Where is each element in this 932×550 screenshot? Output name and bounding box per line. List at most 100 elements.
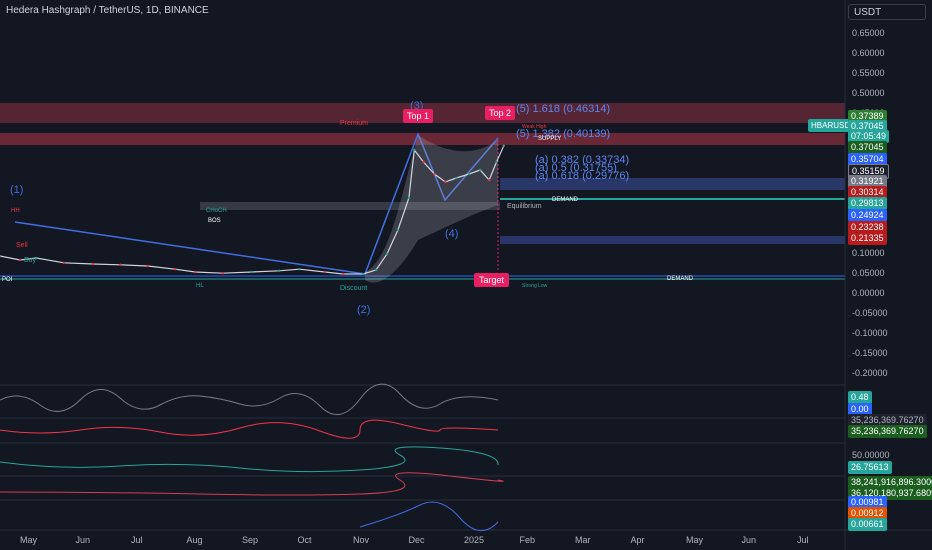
x-tick: Dec (408, 535, 425, 545)
fib-label-05: (a) 0.5 (0.31755) (535, 162, 617, 174)
osc1-value: 0.48 (848, 391, 872, 404)
y-tick: 0.65000 (852, 28, 885, 38)
sell-label: Sell (16, 242, 28, 249)
x-tick: Sep (242, 535, 259, 545)
y-tick: 0.60000 (852, 48, 885, 58)
premium-label: Premium (340, 120, 369, 127)
buy-label: Buy (24, 257, 37, 264)
demand-label: DEMAND (552, 197, 579, 203)
price-tag-fib3: 0.31921 (848, 175, 887, 188)
hl-label: HL (196, 283, 204, 289)
price-tag-close: 0.37045 (848, 141, 887, 154)
y-tick: -0.05000 (852, 308, 888, 318)
price-tag-fib1: 0.35704 (848, 153, 887, 166)
x-tick: Oct (297, 535, 312, 545)
wave-label-4: (4) (445, 228, 459, 240)
price-point (18, 258, 22, 262)
wave-label-2: (2) (357, 304, 371, 316)
x-tick: Jul (131, 535, 143, 545)
price-point (250, 270, 254, 274)
top2-label: Top 2 (485, 106, 516, 120)
elliott-wave-line (14, 131, 499, 275)
osc2-value-b: 35,236,369.76270 (848, 425, 927, 438)
top1-label: Top 1 (403, 109, 434, 123)
price-point (146, 264, 149, 268)
osc3-level: 50.00000 (852, 450, 890, 460)
price-point (119, 263, 122, 266)
x-tick: 2025 (464, 535, 485, 545)
price-point (278, 269, 281, 272)
weak-high-label: Weak High (522, 124, 547, 130)
equilibrium-label: Equilibrium (507, 203, 542, 210)
price-point (413, 148, 416, 152)
price-tag-high: 0.37389 (848, 110, 887, 123)
osc5-value-a: 0.00981 (848, 496, 887, 509)
x-tick: Mar (575, 535, 591, 545)
price-point (467, 172, 471, 176)
choch-label: CHoCH (206, 208, 227, 214)
x-tick: Jun (75, 535, 91, 545)
osc1-zero: 0.00 (848, 403, 872, 416)
symbol-tag: HBARUSDT (808, 119, 859, 132)
oscillator-2 (0, 419, 499, 439)
y-tick: -0.20000 (852, 368, 888, 378)
x-tick: Nov (353, 535, 370, 545)
supply-zone (0, 133, 845, 145)
x-tick: Apr (630, 535, 645, 545)
price-point (174, 268, 177, 271)
price-point (444, 180, 447, 184)
price-point (455, 176, 458, 180)
price-tag-low1: 0.23238 (848, 221, 887, 234)
y-tick: 0.55000 (852, 68, 885, 78)
price-tag-last: 0.37045 (848, 120, 887, 133)
x-tick: Feb (519, 535, 536, 545)
x-tick: May (20, 535, 38, 545)
price-point (488, 178, 491, 182)
fib-label-0382: (a) 0.382 (0.33734) (535, 154, 630, 166)
bos-label: BOS (208, 218, 221, 224)
demand-zone-lower (500, 236, 845, 244)
y-tick: -0.10000 (852, 328, 888, 338)
equilibrium-zone (200, 202, 500, 210)
fib-label-1618: (5) 1.618 (0.46314) (516, 103, 611, 115)
osc4-value-a: 38,241,916,896.30001 (848, 476, 932, 489)
y-tick: 0.00000 (852, 288, 885, 298)
demand-zone-upper (500, 178, 845, 190)
price-point (478, 168, 482, 172)
price-point (35, 256, 38, 260)
hh-label: HH (11, 208, 20, 214)
strong-low-label: Strong Low (522, 283, 548, 289)
bollinger-band (365, 135, 498, 283)
x-tick: Aug (186, 535, 203, 545)
osc5-value-b: 0.00912 (848, 507, 887, 520)
price-point (433, 172, 436, 176)
oscillator-4 (0, 472, 504, 496)
price-series-line (0, 145, 505, 275)
oscillator-1 (0, 383, 499, 415)
currency-selector[interactable]: USDT (848, 4, 926, 20)
y-tick: 0.50000 (852, 88, 885, 98)
chart-title: Hedera Hashgraph / TetherUS, 1D, BINANCE (6, 5, 209, 16)
price-point (341, 272, 345, 276)
price-point (62, 261, 65, 264)
price-point (422, 160, 425, 164)
price-point (362, 272, 365, 276)
y-tick: -0.15000 (852, 348, 888, 358)
price-point (396, 228, 400, 232)
oscillator-3 (0, 446, 499, 473)
supply-label: SUPPLY (538, 136, 562, 142)
y-tick: 0.10000 (852, 248, 885, 258)
price-point (91, 262, 95, 266)
price-point (298, 268, 301, 271)
price-point (221, 272, 224, 275)
wave-label-1: (1) (10, 184, 24, 196)
osc2-value-a: 35,236,369.76270 (848, 414, 927, 427)
price-tag-fib4: 0.30314 (848, 186, 887, 199)
price-point (194, 270, 197, 274)
price-tag-fib5: 0.24924 (848, 209, 887, 222)
x-tick: Jul (797, 535, 809, 545)
fib-label-1382: (5) 1.382 (0.40139) (516, 128, 611, 140)
fib-label-0618: (a) 0.618 (0.29776) (535, 170, 630, 182)
price-point (495, 160, 498, 164)
